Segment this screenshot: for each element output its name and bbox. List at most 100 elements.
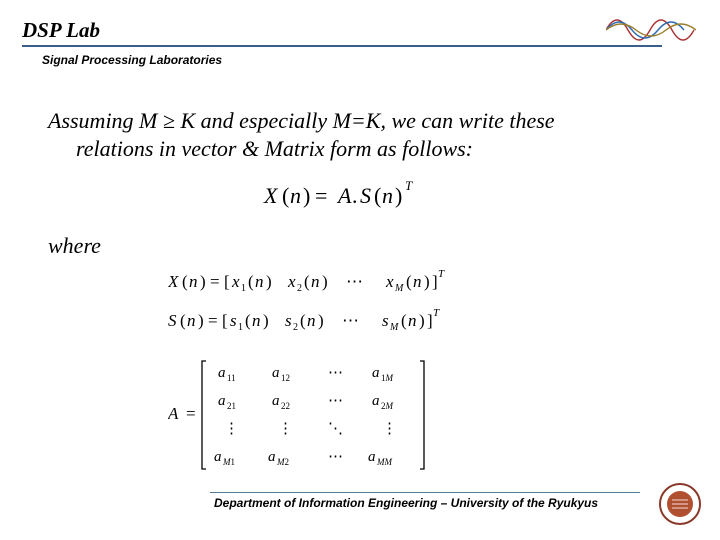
intro-paragraph: Assuming M ≥ K and especially M=K, we ca… bbox=[48, 107, 672, 162]
svg-text:MM: MM bbox=[376, 457, 392, 467]
svg-text:n: n bbox=[187, 311, 196, 330]
university-seal-icon bbox=[658, 482, 702, 526]
svg-text:[: [ bbox=[222, 311, 228, 330]
svg-text:): ) bbox=[318, 311, 324, 330]
svg-text:(: ( bbox=[180, 311, 186, 330]
svg-text:=: = bbox=[186, 404, 196, 423]
svg-text:): ) bbox=[266, 272, 272, 291]
svg-text:n: n bbox=[382, 183, 393, 208]
svg-text:X: X bbox=[263, 183, 279, 208]
svg-text:A: A bbox=[336, 183, 352, 208]
equation-s-def: S ( n ) = [ s 1 ( n ) s 2 ( n ) ⋯ s M ( bbox=[168, 306, 672, 341]
svg-text:T: T bbox=[438, 268, 445, 280]
svg-text:.: . bbox=[352, 183, 358, 208]
svg-text:a: a bbox=[218, 393, 226, 409]
equation-matrix-a: A = a11 a12 ⋯ a1M a21 a22 ⋯ a2M ⋮ ⋮ ⋱ bbox=[168, 355, 672, 480]
svg-text:S: S bbox=[360, 183, 371, 208]
svg-text:): ) bbox=[198, 311, 204, 330]
equation-main: X ( n ) = A . S ( n ) T bbox=[48, 178, 672, 219]
svg-text:a: a bbox=[372, 393, 380, 409]
svg-text:M: M bbox=[394, 283, 404, 294]
equation-x-def: X ( n ) = [ x 1 ( n ) x 2 ( n ) ⋯ x M ( bbox=[168, 267, 672, 302]
svg-text:T: T bbox=[405, 178, 413, 193]
lab-subtitle: Signal Processing Laboratories bbox=[42, 53, 698, 67]
svg-text:(: ( bbox=[248, 272, 254, 291]
svg-text:): ) bbox=[303, 183, 310, 208]
svg-text:s: s bbox=[382, 311, 389, 330]
svg-text:⋯: ⋯ bbox=[342, 311, 359, 330]
svg-text:(: ( bbox=[182, 272, 188, 291]
svg-text:1: 1 bbox=[241, 283, 246, 294]
svg-text:22: 22 bbox=[281, 401, 290, 411]
svg-text:2M: 2M bbox=[381, 401, 394, 411]
svg-text:a: a bbox=[218, 365, 226, 381]
slide-content: Assuming M ≥ K and especially M=K, we ca… bbox=[0, 67, 720, 480]
svg-text:(: ( bbox=[304, 272, 310, 291]
svg-text:12: 12 bbox=[281, 373, 290, 383]
svg-text:(: ( bbox=[300, 311, 306, 330]
intro-line-2: relations in vector & Matrix form as fol… bbox=[48, 135, 672, 163]
svg-text:s: s bbox=[230, 311, 237, 330]
svg-text:M: M bbox=[389, 322, 399, 333]
svg-text:T: T bbox=[433, 307, 440, 319]
svg-text:a: a bbox=[214, 449, 222, 465]
svg-text:s: s bbox=[285, 311, 292, 330]
svg-text:1: 1 bbox=[238, 322, 243, 333]
svg-text:): ) bbox=[322, 272, 328, 291]
svg-text:2: 2 bbox=[297, 283, 302, 294]
svg-text:n: n bbox=[252, 311, 261, 330]
lab-title: DSP Lab bbox=[22, 18, 662, 47]
svg-text:x: x bbox=[287, 272, 296, 291]
svg-text:x: x bbox=[385, 272, 394, 291]
svg-text:n: n bbox=[413, 272, 422, 291]
intro-line-1: Assuming M ≥ K and especially M=K, we ca… bbox=[48, 108, 555, 133]
svg-text:⋯: ⋯ bbox=[328, 365, 343, 381]
svg-text:⋮: ⋮ bbox=[278, 421, 293, 437]
svg-text:[: [ bbox=[224, 272, 230, 291]
svg-text:2: 2 bbox=[293, 322, 298, 333]
footer-text: Department of Information Engineering – … bbox=[210, 496, 640, 510]
svg-text:a: a bbox=[268, 449, 276, 465]
svg-text:n: n bbox=[307, 311, 316, 330]
svg-text:M2: M2 bbox=[276, 457, 289, 467]
svg-text:(: ( bbox=[401, 311, 407, 330]
svg-text:(: ( bbox=[374, 183, 381, 208]
svg-text:]: ] bbox=[432, 272, 438, 291]
svg-text:]: ] bbox=[427, 311, 433, 330]
svg-text:n: n bbox=[189, 272, 198, 291]
svg-text:): ) bbox=[424, 272, 430, 291]
svg-text:⋯: ⋯ bbox=[328, 393, 343, 409]
svg-text:⋮: ⋮ bbox=[382, 421, 397, 437]
svg-text:⋮: ⋮ bbox=[224, 421, 239, 437]
svg-text:x: x bbox=[231, 272, 240, 291]
svg-text:(: ( bbox=[282, 183, 289, 208]
svg-text:n: n bbox=[255, 272, 264, 291]
svg-text:=: = bbox=[210, 272, 220, 291]
svg-text:11: 11 bbox=[227, 373, 236, 383]
svg-text:(: ( bbox=[406, 272, 412, 291]
svg-text:⋱: ⋱ bbox=[328, 421, 343, 437]
svg-text:): ) bbox=[395, 183, 402, 208]
where-label: where bbox=[48, 233, 672, 259]
svg-text:⋯: ⋯ bbox=[328, 449, 343, 465]
svg-text:M1: M1 bbox=[222, 457, 235, 467]
svg-text:a: a bbox=[368, 449, 376, 465]
svg-text:): ) bbox=[419, 311, 425, 330]
svg-text:A: A bbox=[168, 404, 179, 423]
header-waves-icon bbox=[606, 8, 696, 53]
footer: Department of Information Engineering – … bbox=[210, 492, 640, 510]
svg-text:): ) bbox=[200, 272, 206, 291]
svg-text:=: = bbox=[315, 183, 327, 208]
svg-text:=: = bbox=[208, 311, 218, 330]
svg-text:X: X bbox=[168, 272, 179, 291]
svg-text:n: n bbox=[290, 183, 301, 208]
svg-text:a: a bbox=[272, 393, 280, 409]
svg-text:1M: 1M bbox=[381, 373, 394, 383]
svg-text:n: n bbox=[408, 311, 417, 330]
svg-text:a: a bbox=[272, 365, 280, 381]
svg-text:): ) bbox=[263, 311, 269, 330]
svg-text:⋯: ⋯ bbox=[346, 272, 363, 291]
svg-text:n: n bbox=[311, 272, 320, 291]
svg-text:S: S bbox=[168, 311, 177, 330]
svg-text:(: ( bbox=[245, 311, 251, 330]
